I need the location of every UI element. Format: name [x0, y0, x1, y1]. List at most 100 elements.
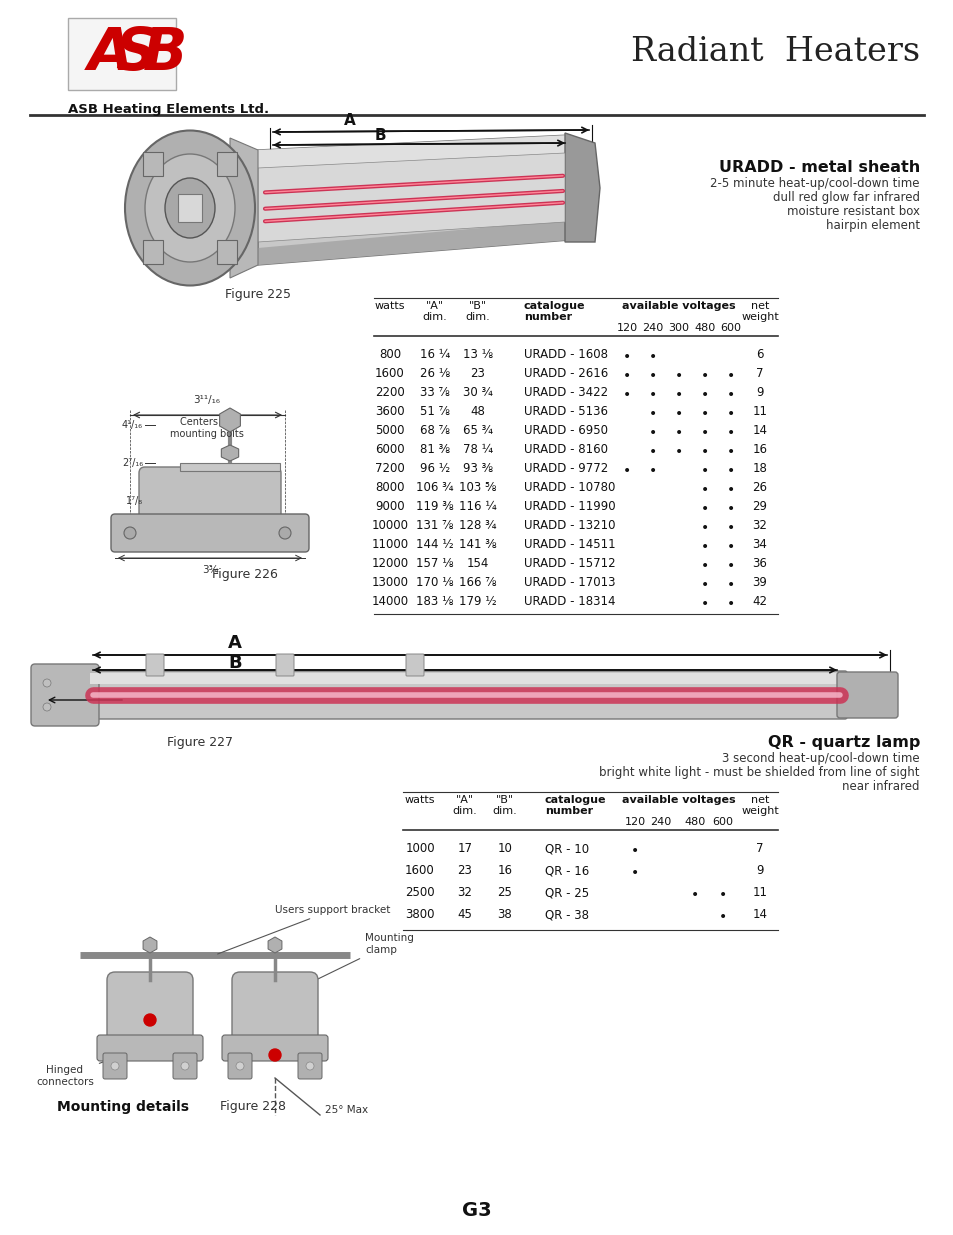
Text: 36: 36 [752, 557, 766, 571]
Text: •: • [700, 483, 708, 496]
Text: 6: 6 [756, 348, 763, 361]
Text: watts: watts [404, 795, 435, 805]
Text: 3800: 3800 [405, 908, 435, 921]
Text: •: • [726, 388, 735, 403]
Text: 14: 14 [752, 908, 767, 921]
Text: QR - 10: QR - 10 [544, 842, 589, 855]
Text: URADD - 17013: URADD - 17013 [523, 576, 615, 589]
Text: •: • [726, 578, 735, 592]
Text: •: • [622, 388, 631, 403]
Text: 1600: 1600 [405, 864, 435, 877]
Text: 800: 800 [378, 348, 400, 361]
Text: QR - 16: QR - 16 [544, 864, 589, 877]
Text: 141 ⅜: 141 ⅜ [458, 538, 497, 551]
Text: 240: 240 [650, 818, 671, 827]
FancyBboxPatch shape [107, 972, 193, 1053]
Text: URADD - metal sheath: URADD - metal sheath [718, 161, 919, 175]
FancyBboxPatch shape [178, 194, 202, 222]
Text: URADD - 14511: URADD - 14511 [523, 538, 615, 551]
FancyBboxPatch shape [97, 1035, 203, 1061]
Text: •: • [700, 408, 708, 421]
Text: 120: 120 [616, 324, 637, 333]
Text: 1600: 1600 [375, 367, 404, 380]
Text: 38: 38 [497, 908, 512, 921]
Text: 3¹¹/₁₆: 3¹¹/₁₆ [193, 395, 220, 405]
Text: URADD - 18314: URADD - 18314 [523, 595, 615, 608]
Text: 29: 29 [752, 500, 767, 513]
Text: •: • [674, 408, 682, 421]
Text: •: • [700, 369, 708, 383]
FancyBboxPatch shape [90, 673, 844, 684]
Text: 23: 23 [470, 367, 485, 380]
Text: 10: 10 [497, 842, 512, 855]
Text: 154: 154 [466, 557, 489, 571]
Text: 9: 9 [756, 864, 763, 877]
Text: •: • [726, 521, 735, 535]
FancyBboxPatch shape [216, 240, 236, 264]
Text: Radiant  Heaters: Radiant Heaters [630, 36, 919, 68]
FancyBboxPatch shape [180, 463, 280, 471]
Text: URADD - 9772: URADD - 9772 [523, 462, 608, 475]
Text: 17: 17 [457, 842, 472, 855]
Text: 7200: 7200 [375, 462, 404, 475]
Text: 3¾: 3¾ [201, 564, 218, 576]
Text: 166 ⅞: 166 ⅞ [458, 576, 497, 589]
Text: G3: G3 [461, 1200, 492, 1219]
FancyBboxPatch shape [30, 664, 99, 726]
Text: 106 ¾: 106 ¾ [416, 480, 454, 494]
Text: 13000: 13000 [371, 576, 408, 589]
Text: 480: 480 [694, 324, 715, 333]
Text: 119 ⅜: 119 ⅜ [416, 500, 454, 513]
FancyBboxPatch shape [146, 655, 164, 676]
Text: Hinged
connectors: Hinged connectors [36, 1046, 147, 1087]
Text: URADD - 13210: URADD - 13210 [523, 519, 615, 532]
Polygon shape [257, 135, 569, 266]
Text: "A": "A" [456, 795, 474, 805]
Text: URADD - 10780: URADD - 10780 [523, 480, 615, 494]
Text: 6000: 6000 [375, 443, 404, 456]
Text: 10000: 10000 [371, 519, 408, 532]
Text: •: • [726, 483, 735, 496]
Text: 300: 300 [668, 324, 689, 333]
FancyBboxPatch shape [103, 1053, 127, 1079]
Polygon shape [564, 133, 599, 242]
Text: 14: 14 [752, 424, 767, 437]
Text: 51 ⅞: 51 ⅞ [419, 405, 450, 417]
Text: 26: 26 [752, 480, 767, 494]
Text: 480: 480 [683, 818, 705, 827]
Text: 116 ¼: 116 ¼ [458, 500, 497, 513]
Text: 33 ⅞: 33 ⅞ [419, 387, 450, 399]
Text: 23: 23 [457, 864, 472, 877]
FancyBboxPatch shape [68, 19, 175, 90]
Text: •: • [726, 501, 735, 516]
Text: •: • [726, 464, 735, 478]
Circle shape [235, 1062, 244, 1070]
Ellipse shape [125, 131, 254, 285]
Circle shape [278, 527, 291, 538]
Text: 39: 39 [752, 576, 766, 589]
Text: •: • [622, 350, 631, 364]
Text: URADD - 5136: URADD - 5136 [523, 405, 607, 417]
Text: URADD - 8160: URADD - 8160 [523, 443, 607, 456]
Text: 30 ¾: 30 ¾ [462, 387, 493, 399]
Text: •: • [726, 445, 735, 459]
Text: •: • [648, 445, 657, 459]
Text: 131 ⅞: 131 ⅞ [416, 519, 454, 532]
Text: •: • [719, 910, 726, 924]
Text: net: net [750, 795, 768, 805]
Text: 32: 32 [457, 885, 472, 899]
Text: •: • [700, 501, 708, 516]
FancyBboxPatch shape [216, 152, 236, 177]
Text: weight: weight [740, 806, 778, 816]
Text: catalogue: catalogue [544, 795, 606, 805]
Text: A: A [88, 25, 133, 82]
Text: dim.: dim. [465, 312, 490, 322]
Text: 32: 32 [752, 519, 766, 532]
Polygon shape [257, 135, 569, 170]
Text: URADD - 11990: URADD - 11990 [523, 500, 615, 513]
Text: URADD - 2616: URADD - 2616 [523, 367, 608, 380]
Text: •: • [700, 559, 708, 573]
Polygon shape [257, 220, 569, 266]
Text: near infrared: near infrared [841, 781, 919, 793]
Text: QR - 25: QR - 25 [544, 885, 589, 899]
